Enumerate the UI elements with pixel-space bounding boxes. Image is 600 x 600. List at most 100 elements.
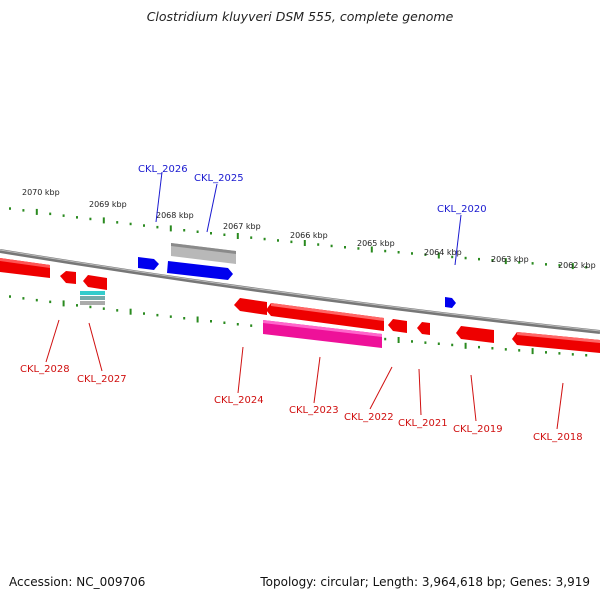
minor-tick	[451, 255, 454, 259]
minor-tick	[491, 347, 494, 350]
major-tick	[370, 246, 373, 253]
label-leader	[369, 366, 393, 410]
gene-label-ckl-2028[interactable]: CKL_2028	[20, 364, 70, 375]
minor-tick	[317, 243, 320, 246]
minor-tick	[344, 246, 346, 249]
major-tick	[129, 308, 132, 315]
minor-tick	[558, 264, 561, 267]
minor-tick	[437, 342, 440, 345]
gene-feature[interactable]	[60, 271, 76, 284]
minor-tick	[102, 307, 105, 310]
scale-label-2067: 2067 kbp	[223, 222, 261, 231]
reverse-strand	[0, 258, 600, 353]
minor-tick	[585, 266, 588, 269]
minor-tick	[156, 225, 159, 229]
gene-feature[interactable]	[83, 275, 107, 290]
accession-text: Accession: NC_009706	[9, 575, 146, 589]
minor-tick	[9, 207, 11, 210]
minor-tick	[210, 320, 212, 323]
gene-label-ckl-2022[interactable]: CKL_2022	[344, 412, 394, 423]
minor-tick	[196, 230, 199, 233]
gene-feature[interactable]	[512, 332, 600, 353]
minor-tick	[76, 304, 78, 307]
major-tick	[531, 348, 534, 355]
gene-feature[interactable]	[417, 322, 430, 335]
minor-tick	[183, 229, 186, 232]
trna-feature[interactable]	[80, 291, 105, 295]
label-leader	[155, 171, 163, 223]
gene-label-ckl-2027[interactable]: CKL_2027	[77, 374, 127, 385]
minor-tick	[330, 244, 333, 248]
gene-feature[interactable]	[456, 326, 494, 343]
minor-tick	[384, 337, 387, 341]
major-tick	[397, 337, 400, 343]
scale-label-2069: 2069 kbp	[89, 200, 127, 209]
pseudo-gene-feature[interactable]	[171, 243, 236, 264]
gene-label-ckl-2023[interactable]: CKL_2023	[289, 405, 339, 416]
minor-tick	[518, 261, 521, 264]
minor-tick	[169, 315, 172, 318]
minor-tick	[411, 340, 413, 343]
minor-tick	[236, 323, 239, 326]
major-tick	[464, 342, 467, 349]
gene-feature[interactable]	[167, 261, 233, 280]
gene-feature[interactable]	[0, 258, 50, 278]
genome-backbone	[0, 249, 600, 334]
minor-tick	[263, 237, 266, 241]
rna-gene-feature[interactable]	[263, 320, 382, 348]
minor-tick	[397, 251, 400, 254]
minor-tick	[250, 324, 253, 327]
outer-scale-ticks	[9, 207, 588, 270]
gene-label-ckl-2019[interactable]: CKL_2019	[453, 424, 503, 435]
minor-tick	[491, 259, 494, 262]
trna-feature[interactable]	[80, 296, 105, 300]
gene-label-ckl-2024[interactable]: CKL_2024	[214, 395, 264, 406]
gene-label-ckl-2026[interactable]: CKL_2026	[138, 164, 188, 175]
major-tick	[35, 208, 38, 215]
minor-tick	[478, 345, 480, 349]
major-tick	[169, 225, 172, 232]
label-leader	[313, 356, 321, 404]
minor-tick	[290, 240, 293, 244]
scale-label-2062: 2062 kbp	[558, 261, 596, 270]
label-leader	[470, 374, 477, 422]
minor-tick	[531, 262, 534, 265]
minor-tick	[76, 216, 78, 219]
minor-tick	[357, 247, 360, 250]
label-leader	[206, 183, 218, 233]
minor-tick	[210, 232, 212, 235]
minor-tick	[277, 239, 279, 242]
forward-strand	[138, 243, 456, 308]
minor-tick	[183, 317, 186, 320]
gene-feature[interactable]	[138, 257, 159, 270]
map-title: Clostridium kluyveri DSM 555, complete g…	[146, 9, 454, 24]
minor-tick	[545, 263, 547, 266]
minor-tick	[89, 217, 92, 221]
minor-tick	[156, 313, 159, 317]
minor-tick	[545, 351, 547, 354]
label-leader	[454, 214, 462, 266]
gene-feature[interactable]	[445, 297, 456, 308]
gene-feature[interactable]	[266, 303, 384, 331]
scale-label-2065: 2065 kbp	[357, 239, 395, 248]
major-tick	[236, 233, 239, 239]
minor-tick	[49, 212, 52, 216]
minor-tick	[464, 256, 467, 260]
label-leader	[418, 368, 422, 416]
minor-tick	[62, 214, 65, 217]
label-leader	[88, 322, 103, 372]
gene-feature[interactable]	[388, 319, 407, 333]
gene-label-ckl-2025[interactable]: CKL_2025	[194, 173, 244, 184]
label-leader	[556, 382, 564, 430]
minor-tick	[49, 300, 52, 304]
minor-tick	[223, 233, 226, 236]
gene-label-ckl-2018[interactable]: CKL_2018	[533, 432, 583, 443]
gene-label-ckl-2020[interactable]: CKL_2020	[437, 204, 487, 215]
gene-feature[interactable]	[234, 298, 267, 315]
scale-label-2066: 2066 kbp	[290, 231, 328, 240]
label-leader	[45, 319, 60, 363]
minor-tick	[571, 353, 574, 356]
gene-label-ckl-2021[interactable]: CKL_2021	[398, 418, 448, 429]
scale-label-2068: 2068 kbp	[156, 211, 194, 220]
minor-tick	[518, 349, 521, 352]
